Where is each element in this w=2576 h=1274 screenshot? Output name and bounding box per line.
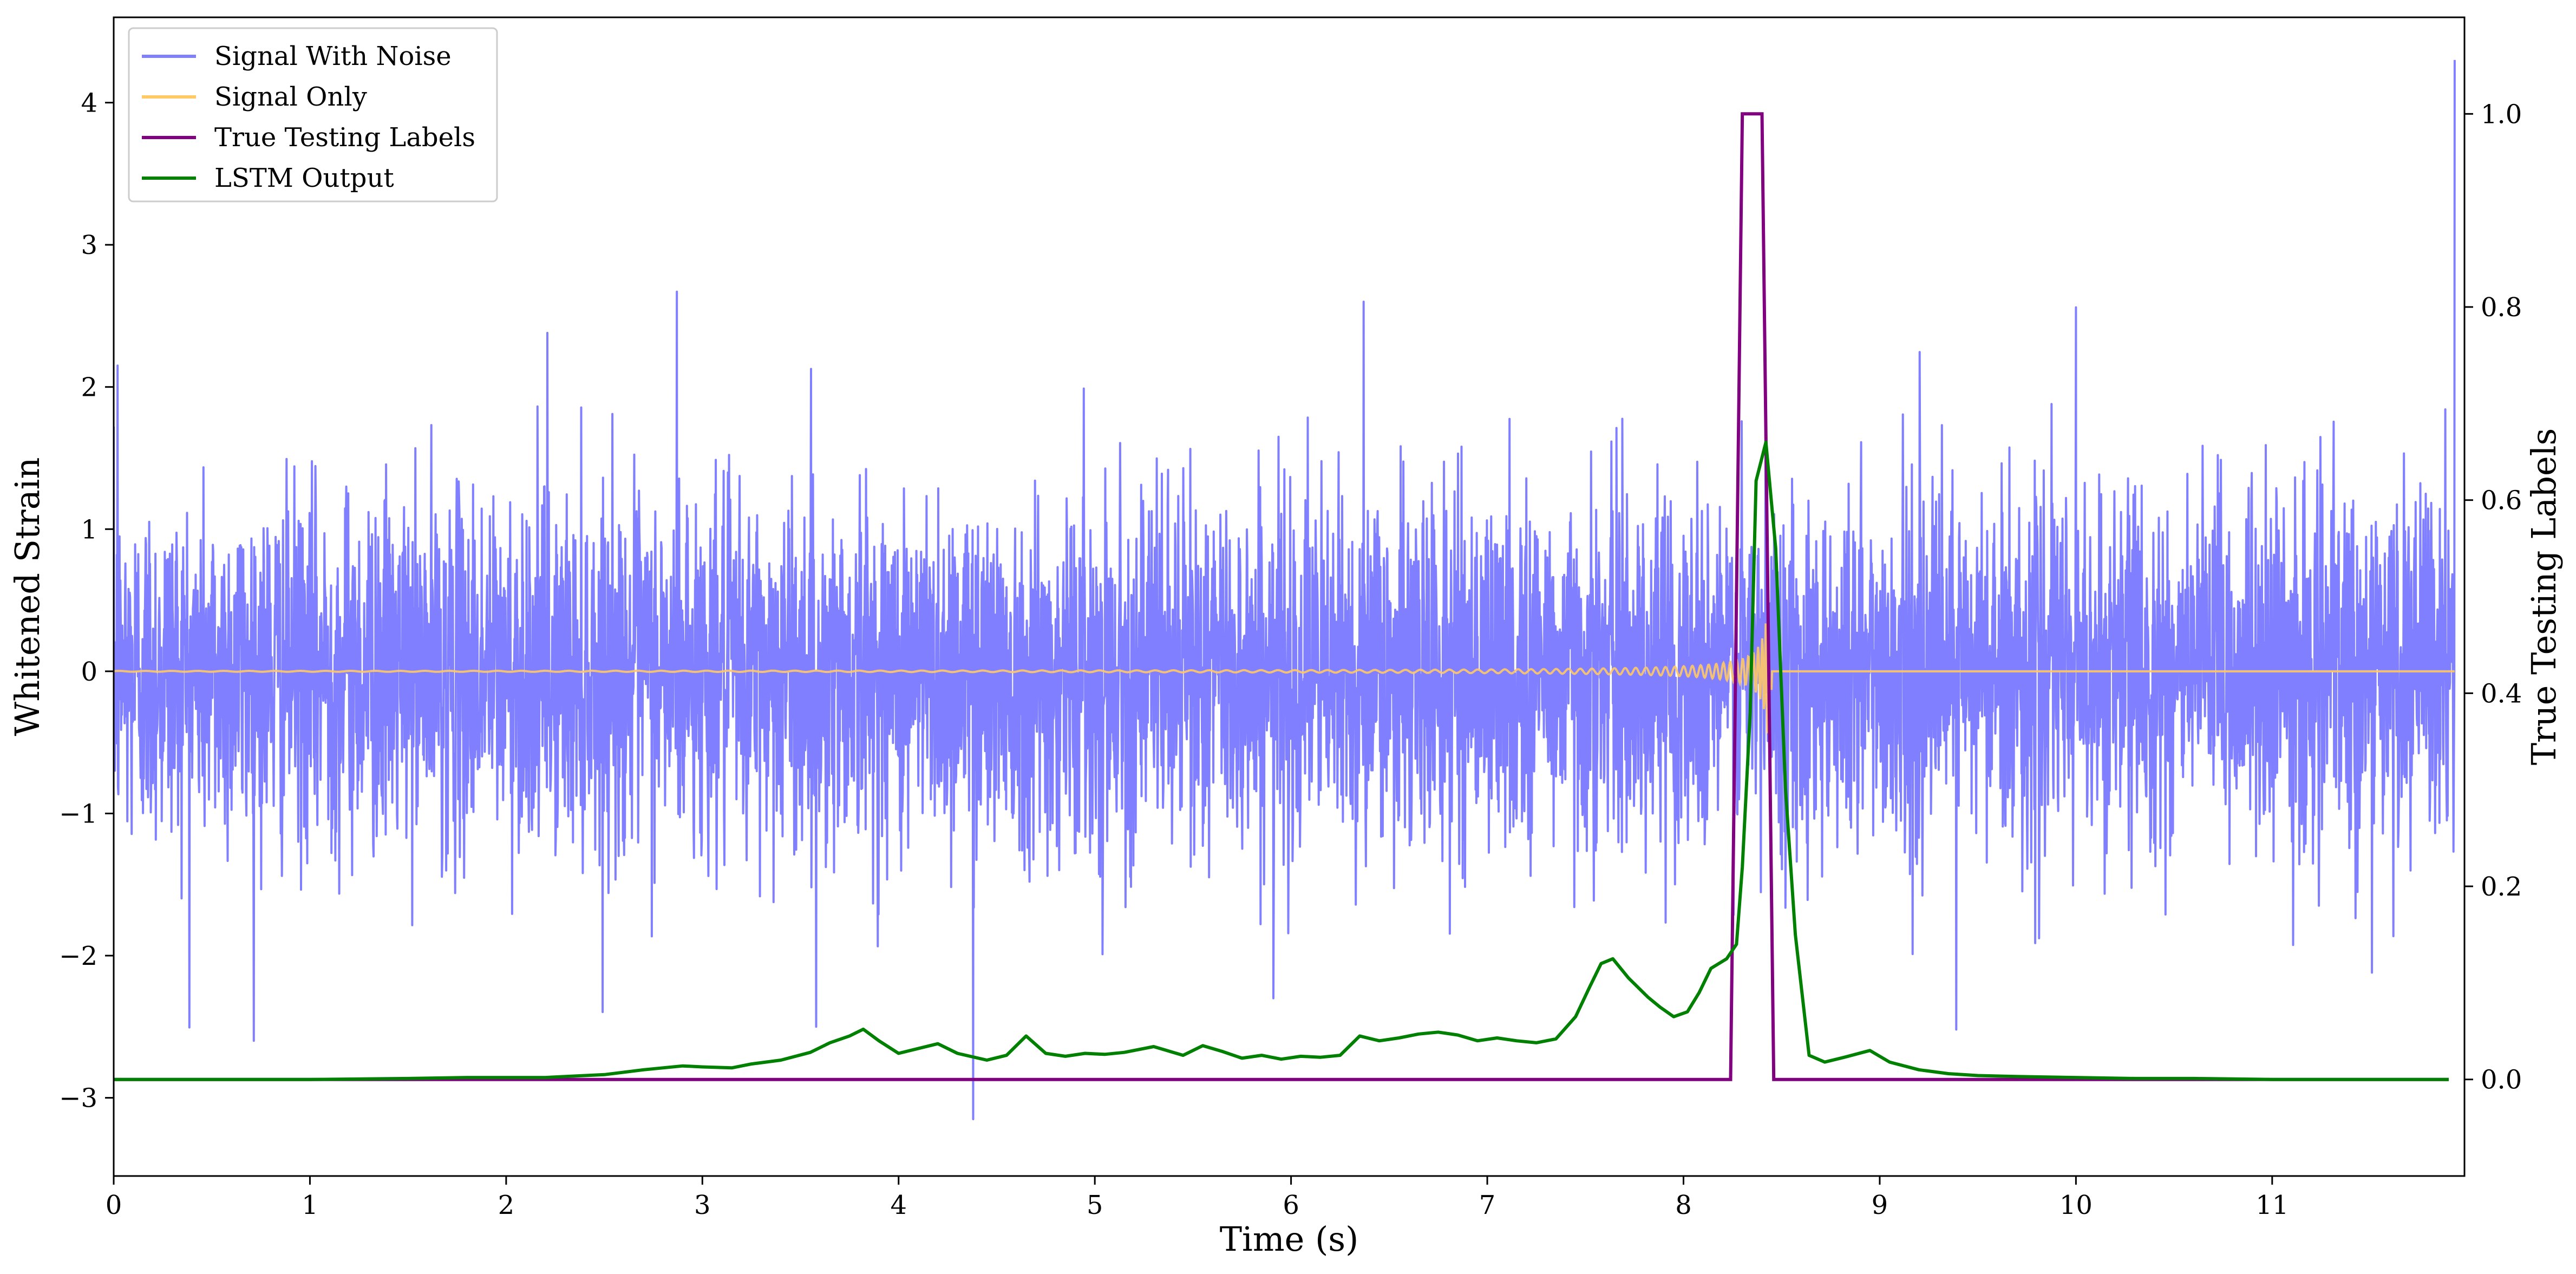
y2-tick-label: 1.0	[2481, 99, 2522, 129]
y-axis-left: −3 −2 −1 0 1 2 3 4	[59, 88, 114, 1114]
legend-label: Signal Only	[214, 82, 367, 112]
x-tick-label: 4	[890, 1190, 907, 1220]
lstm-output-line	[114, 440, 2449, 1081]
x-tick-label: 10	[2060, 1190, 2093, 1220]
y2-tick-label: 0.6	[2481, 486, 2522, 516]
x-tick-label: 6	[1283, 1190, 1299, 1220]
y2-tick-label: 0.0	[2481, 1065, 2522, 1095]
x-tick-label: 9	[1872, 1190, 1888, 1220]
legend-box	[128, 27, 498, 202]
x-tick-label: 3	[694, 1190, 711, 1220]
signal-only-line	[114, 623, 2455, 734]
y2-tick-label: 0.4	[2481, 678, 2522, 709]
y-tick-label: 0	[81, 657, 97, 687]
y-tick-label: 1	[81, 514, 97, 545]
y-tick-label: −3	[59, 1083, 97, 1114]
x-tick-label: 2	[498, 1190, 515, 1220]
true-testing-labels-line	[114, 112, 2449, 1081]
y-tick-label: −2	[59, 941, 97, 971]
signal-with-noise-line	[114, 60, 2456, 1120]
x-axis: 0 1 2 3 4 5 6 7 8 9 10 11	[106, 1176, 2289, 1220]
legend-label: Signal With Noise	[214, 41, 452, 71]
x-tick-label: 8	[1675, 1190, 1692, 1220]
x-axis-title: Time (s)	[1220, 1219, 1359, 1259]
legend-label: LSTM Output	[214, 163, 394, 193]
y2-axis-title: True Testing Labels	[2524, 428, 2564, 766]
plot-area	[114, 60, 2456, 1120]
legend: Signal With Noise Signal Only True Testing…	[128, 27, 498, 202]
series-signal-with-noise	[114, 60, 2456, 1120]
y2-tick-label: 0.8	[2481, 292, 2522, 323]
series-true-testing-labels	[114, 112, 2449, 1081]
plot-frame	[113, 16, 2466, 1177]
y-axis-title: Whitened Strain	[8, 458, 47, 736]
y-tick-label: 4	[81, 88, 97, 119]
y-tick-label: −1	[59, 799, 97, 829]
x-tick-label: 7	[1479, 1190, 1496, 1220]
y-tick-label: 3	[81, 230, 97, 260]
x-tick-label: 1	[302, 1190, 318, 1220]
x-tick-label: 5	[1087, 1190, 1103, 1220]
y2-tick-label: 0.2	[2481, 872, 2522, 902]
y-axis-right: 0.0 0.2 0.4 0.6 0.8 1.0	[2464, 99, 2522, 1095]
x-tick-label: 11	[2255, 1190, 2289, 1220]
x-tick-label: 0	[106, 1190, 122, 1220]
series-signal-only	[114, 623, 2455, 734]
y-tick-label: 2	[81, 373, 97, 403]
legend-label: True Testing Labels	[214, 122, 475, 153]
series-lstm-output	[114, 440, 2449, 1081]
